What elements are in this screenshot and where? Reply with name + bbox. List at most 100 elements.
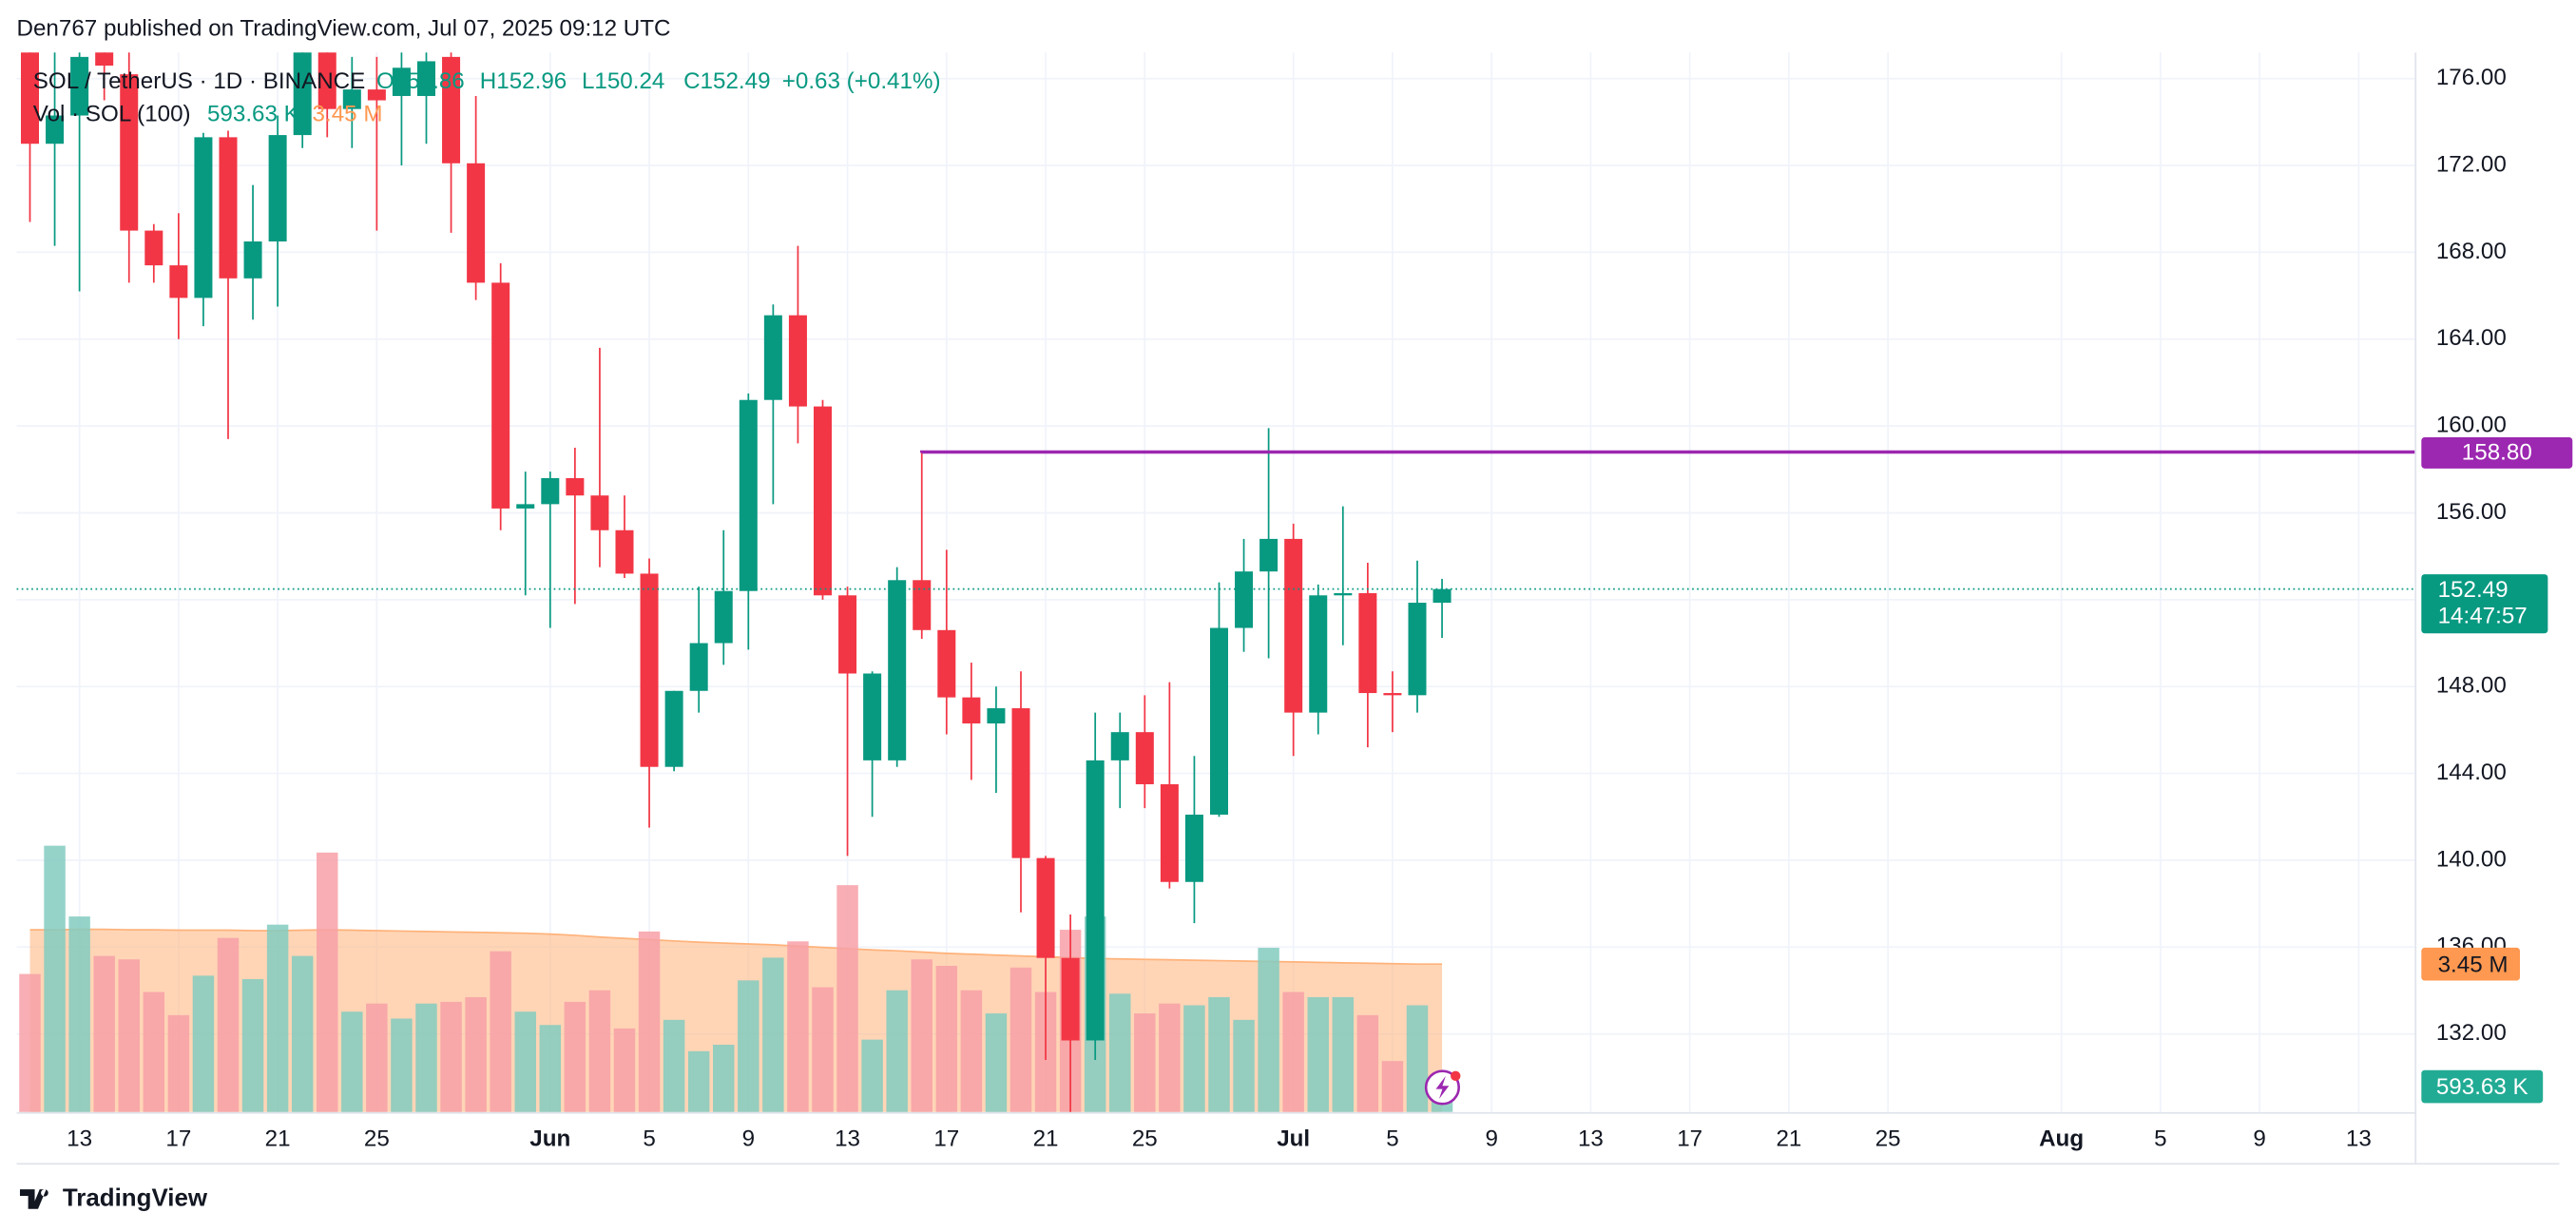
candle-body [664,690,683,767]
x-tick-label: 25 [364,1126,390,1152]
volume-bar [588,990,611,1112]
candle-body [541,477,560,505]
x-tick-label: 13 [835,1126,860,1152]
legend-symbol: SOL / TetherUS · 1D · BINANCE [33,68,365,94]
candle-body [268,135,287,241]
candle-body [20,52,39,144]
volume-bar [1307,996,1329,1112]
candle-body [144,230,163,266]
y-tick-label: 156.00 [2436,499,2507,525]
x-tick-label: Jul [1277,1126,1310,1152]
volume-bar [317,852,338,1112]
volume-bar [663,1019,685,1112]
candle-body [1284,538,1303,713]
legend-low: L150.24 [582,68,664,94]
candle-body [714,590,733,644]
volume-bar [762,957,784,1112]
x-tick-label: 5 [1386,1126,1398,1152]
level-label-box [2421,436,2573,469]
candle-body [1383,693,1402,696]
y-tick-label: 132.00 [2436,1020,2507,1046]
volume-bar [1381,1061,1404,1112]
y-tick-label: 160.00 [2436,413,2507,438]
legend-volume-name: Vol · SOL (100) [33,101,191,126]
x-tick-label: Aug [2039,1126,2084,1152]
y-tick-label: 172.00 [2436,151,2507,177]
x-tick-label: 21 [1033,1126,1059,1152]
current-price-box [2421,574,2548,634]
volume-bar [1134,1013,1156,1112]
candle-body [1259,538,1278,572]
volume-bar [167,1014,190,1112]
y-tick-label: 168.00 [2436,239,2507,264]
x-tick-label: 9 [1485,1126,1497,1152]
brand-name: TradingView [63,1184,208,1211]
volume-bar [1183,1005,1205,1112]
volume-bar [291,955,314,1112]
candle-body [838,595,857,674]
volume-bar [391,1018,413,1112]
volume-ma-box [2421,947,2520,981]
x-tick-label: 9 [2253,1126,2265,1152]
volume-ma-axis-label: 3.45 M [2438,952,2509,977]
x-tick-label: 5 [643,1126,655,1152]
volume-bar [960,990,983,1112]
volume-bar [118,959,140,1112]
legend-close: C152.49 [683,68,770,94]
volume-bar [613,1028,636,1112]
volume-box [2421,1069,2544,1104]
candle-body [763,315,782,400]
candle-body [1184,814,1203,882]
candle-body [1309,595,1328,713]
volume-bar [1282,991,1304,1112]
candle-body [863,673,882,760]
candle-body [987,708,1006,724]
candle-body [367,89,386,101]
x-tick-label: 13 [2346,1126,2372,1152]
candle-body [516,504,535,509]
volume-bar [1159,1003,1181,1112]
candle-body [566,477,585,496]
volume-bar [266,924,289,1112]
x-tick-label: 13 [67,1126,92,1152]
x-tick-label: 13 [1578,1126,1604,1152]
candle-body [615,529,634,574]
y-tick-label: 144.00 [2436,760,2507,785]
candle-body [120,74,139,231]
volume-bar [19,973,41,1112]
volume-axis-label: 593.63 K [2436,1074,2528,1100]
candle-body [1358,592,1377,694]
volume-bar [985,1013,1008,1112]
candle-body [1334,592,1353,596]
x-tick-label: Jun [529,1126,570,1152]
y-tick-label: 176.00 [2436,65,2507,90]
candle-body [342,89,361,109]
candle-body [442,56,461,164]
y-tick-label: 140.00 [2436,846,2507,872]
candle-body [1110,732,1129,760]
candle-body [1432,588,1451,604]
candle-body [392,67,411,96]
lightning-icon [1424,1069,1461,1106]
volume-bar [1406,1005,1429,1112]
candle-body [1160,783,1179,882]
candle-body [937,629,956,698]
candle-body [590,495,609,530]
candle-body [194,137,213,298]
countdown-label: 14:47:57 [2438,603,2528,628]
legend-volume-ma: 3.45 M [313,101,383,126]
candle-body [1209,627,1228,815]
candle-body [491,282,510,509]
volume-bar [911,959,932,1112]
candle-body [243,241,262,279]
candle-body [293,52,312,136]
x-tick-label: 5 [2154,1126,2166,1152]
y-tick-label: 164.00 [2436,325,2507,351]
candle-body [813,406,832,596]
volume-bar [44,845,66,1112]
volume-bar [539,1025,562,1112]
volume-bar [1109,993,1131,1112]
candle-body [317,52,336,109]
volume-bar [713,1045,735,1112]
